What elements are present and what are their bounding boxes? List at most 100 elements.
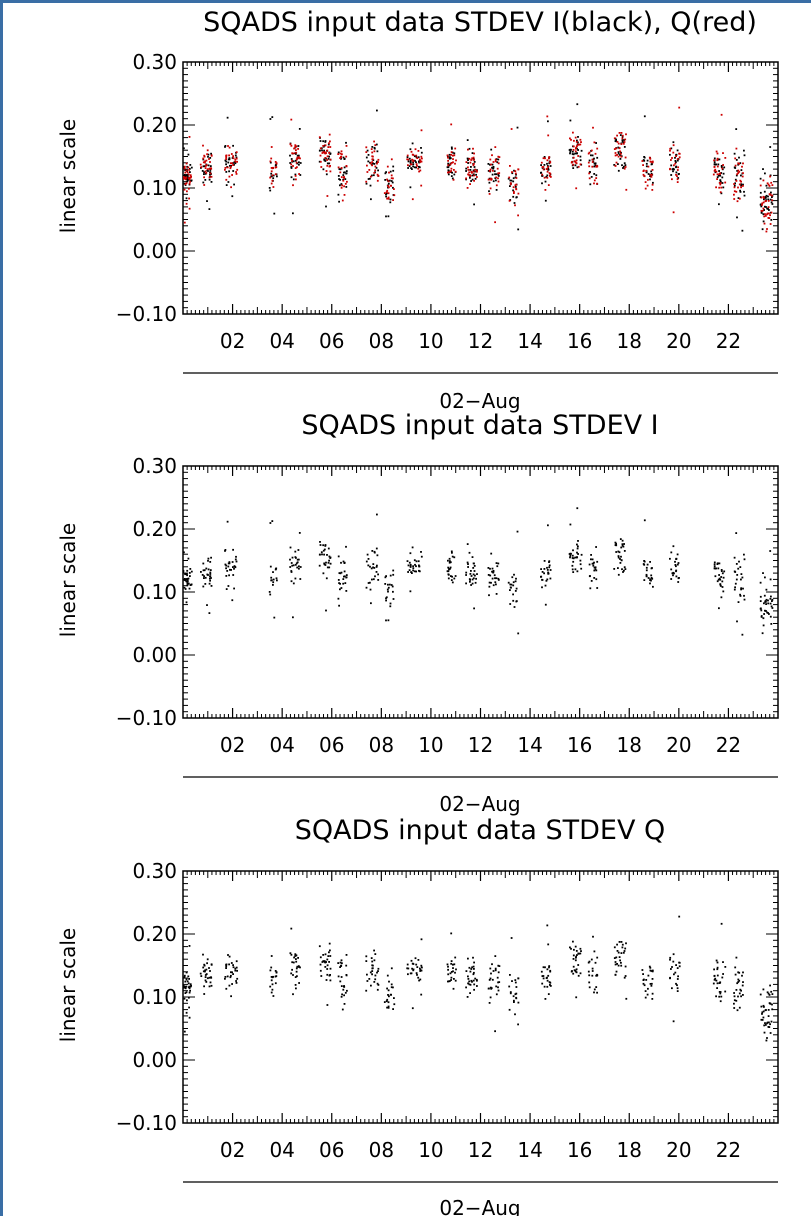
chart-1-point <box>736 200 739 203</box>
chart-1-point <box>295 153 297 155</box>
chart-1-point <box>670 174 673 176</box>
chart-1-point <box>231 195 234 198</box>
chart-2-point <box>548 560 551 563</box>
chart-3-point <box>324 961 327 964</box>
chart-3-point <box>733 1002 735 1005</box>
chart-3-point <box>406 967 409 970</box>
chart-1-point <box>720 113 723 116</box>
chart-2-point <box>407 564 410 567</box>
chart-2-point <box>719 583 722 586</box>
chart-1-point <box>188 197 190 200</box>
chart-1-point <box>390 158 393 161</box>
chart-1-point <box>769 214 771 217</box>
chart-1-point <box>765 194 768 197</box>
chart-1-point <box>515 177 518 179</box>
chart-1-point <box>569 137 571 140</box>
chart-2-point <box>275 577 278 580</box>
chart-2-point <box>388 583 391 586</box>
chart-2-point <box>765 603 767 605</box>
chart-1-point <box>572 167 575 169</box>
chart-3-point <box>184 980 187 983</box>
chart-1-point <box>514 170 517 172</box>
chart-1-point <box>393 188 395 190</box>
chart-3-x-tick-label: 06 <box>319 1138 344 1162</box>
chart-2-point <box>376 513 378 516</box>
chart-1-point <box>719 183 722 186</box>
chart-2-point <box>740 578 742 581</box>
chart-3-point <box>328 951 330 954</box>
chart-2-point <box>276 579 278 582</box>
chart-2-point <box>290 580 293 583</box>
chart-3-point <box>596 956 599 959</box>
chart-1-point <box>205 172 208 174</box>
chart-2-point <box>275 567 278 570</box>
chart-2-point <box>739 566 742 568</box>
chart-2-point <box>319 544 322 546</box>
chart-2-xlabel: 02−Aug <box>439 792 520 816</box>
chart-1-point <box>760 205 763 208</box>
chart-1-point <box>767 195 769 198</box>
chart-3-point <box>767 992 770 995</box>
chart-2-point <box>184 579 187 582</box>
chart-2-point <box>209 561 212 563</box>
chart-3-point <box>294 955 297 957</box>
chart-1-point <box>764 205 766 208</box>
chart-3-point <box>513 1001 515 1003</box>
chart-1-point <box>737 169 740 172</box>
chart-2-point <box>593 566 596 569</box>
chart-1-point <box>579 155 582 158</box>
chart-1-x-tick-label: 12 <box>468 329 493 353</box>
chart-1-point <box>713 166 716 168</box>
chart-1-point <box>345 172 348 175</box>
chart-2-point <box>370 602 372 605</box>
chart-3-point <box>733 999 736 1002</box>
chart-1-point <box>236 160 238 163</box>
chart-1-point <box>644 181 647 183</box>
chart-3-point <box>768 994 771 996</box>
chart-3-point <box>724 990 727 993</box>
chart-3-point <box>498 981 501 983</box>
chart-2-point <box>547 572 550 575</box>
chart-1-point <box>722 164 724 166</box>
chart-1-point <box>232 157 235 160</box>
chart-2-y-tick-label: 0.00 <box>132 643 177 667</box>
chart-2-point <box>620 559 623 562</box>
chart-3-point <box>549 984 551 986</box>
chart-1-point <box>324 141 327 143</box>
chart-2-point <box>322 544 325 547</box>
chart-3-point <box>645 979 648 981</box>
chart-3-point <box>593 950 596 953</box>
chart-3-point <box>738 1006 741 1009</box>
chart-1-point <box>446 154 449 157</box>
chart-1-point <box>767 217 770 219</box>
chart-2-point <box>296 561 299 564</box>
chart-1-point <box>471 152 474 154</box>
chart-1-point <box>467 148 469 151</box>
chart-2-point <box>329 556 332 559</box>
chart-1-point <box>760 212 763 214</box>
chart-2-point <box>675 557 678 560</box>
chart-3-point <box>669 958 671 961</box>
chart-3-point <box>186 980 189 983</box>
chart-3-point <box>206 958 209 961</box>
chart-1-point <box>377 158 380 161</box>
chart-3-point <box>575 950 578 952</box>
chart-2-point <box>512 584 515 587</box>
chart-1-point <box>512 177 515 180</box>
chart-2-point <box>407 571 409 573</box>
chart-1-point <box>202 161 205 164</box>
chart-1-point <box>509 165 511 167</box>
chart-2-point <box>205 567 208 570</box>
chart-1-point <box>466 187 469 189</box>
chart-1-point <box>643 115 646 118</box>
chart-1-point <box>271 116 274 118</box>
chart-3-point <box>761 1013 763 1015</box>
chart-1-point <box>388 171 390 174</box>
chart-1-point <box>289 162 292 164</box>
chart-1-point <box>269 176 272 179</box>
chart-1-point <box>297 156 300 158</box>
chart-3-point <box>467 978 470 980</box>
chart-2-point <box>593 569 596 572</box>
chart-1-point <box>675 173 677 176</box>
chart-2-point <box>548 566 551 569</box>
